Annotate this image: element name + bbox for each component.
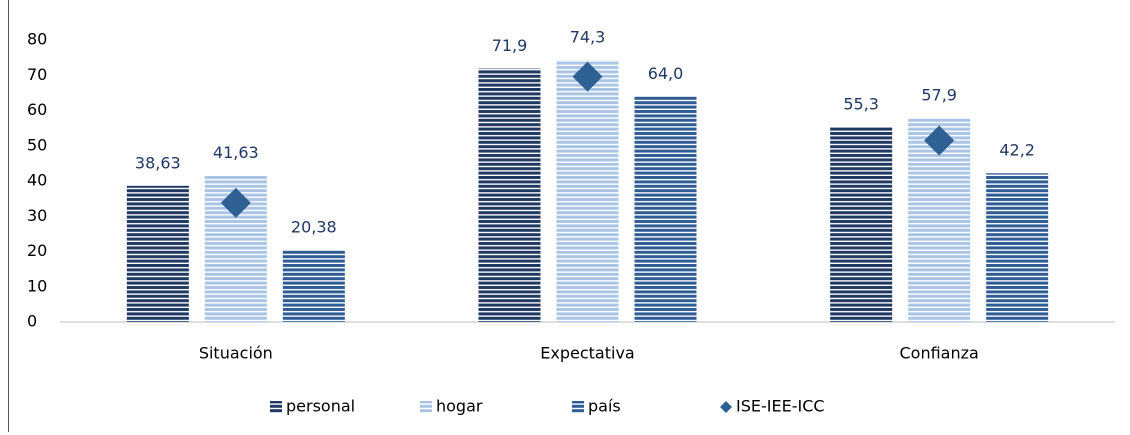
value-label: 20,38: [291, 218, 337, 237]
value-label: 42,2: [999, 141, 1035, 160]
bar: [126, 185, 189, 322]
y-tick-label: 80: [27, 30, 47, 49]
legend-swatch: [420, 401, 432, 413]
y-tick-label: 10: [27, 276, 47, 295]
diamond-marker: [924, 125, 955, 156]
bar: [478, 68, 541, 323]
bar: [556, 60, 619, 322]
diamond-marker: [572, 61, 603, 92]
bar: [282, 250, 345, 322]
diamond-marker: [220, 187, 251, 218]
y-tick-label: 60: [27, 100, 47, 119]
y-tick-label: 30: [27, 206, 47, 225]
legend-label: hogar: [436, 397, 483, 416]
y-tick-label: 50: [27, 135, 47, 154]
y-tick-label: 70: [27, 65, 47, 84]
bar: [986, 173, 1049, 322]
value-label: 64,0: [648, 64, 684, 83]
bar: [830, 127, 893, 322]
value-label: 57,9: [921, 85, 957, 104]
y-tick-label: 20: [27, 241, 47, 260]
legend-swatch: [270, 401, 282, 413]
bar: [634, 96, 697, 323]
value-label: 41,63: [213, 143, 259, 162]
legend-label: país: [588, 397, 621, 416]
legend-swatch: [720, 401, 732, 413]
x-tick-label: Confianza: [900, 344, 979, 363]
legend-swatch: [572, 401, 584, 413]
x-tick-label: Expectativa: [540, 344, 634, 363]
legend-label: ISE-IEE-ICC: [736, 397, 825, 416]
value-label: 55,3: [843, 95, 879, 114]
value-label: 71,9: [492, 36, 528, 55]
value-label: 38,63: [135, 153, 181, 172]
y-tick-label: 0: [27, 312, 37, 331]
legend-label: personal: [286, 397, 355, 416]
x-tick-label: Situación: [199, 344, 273, 363]
y-tick-label: 40: [27, 171, 47, 190]
value-label: 74,3: [570, 28, 606, 47]
